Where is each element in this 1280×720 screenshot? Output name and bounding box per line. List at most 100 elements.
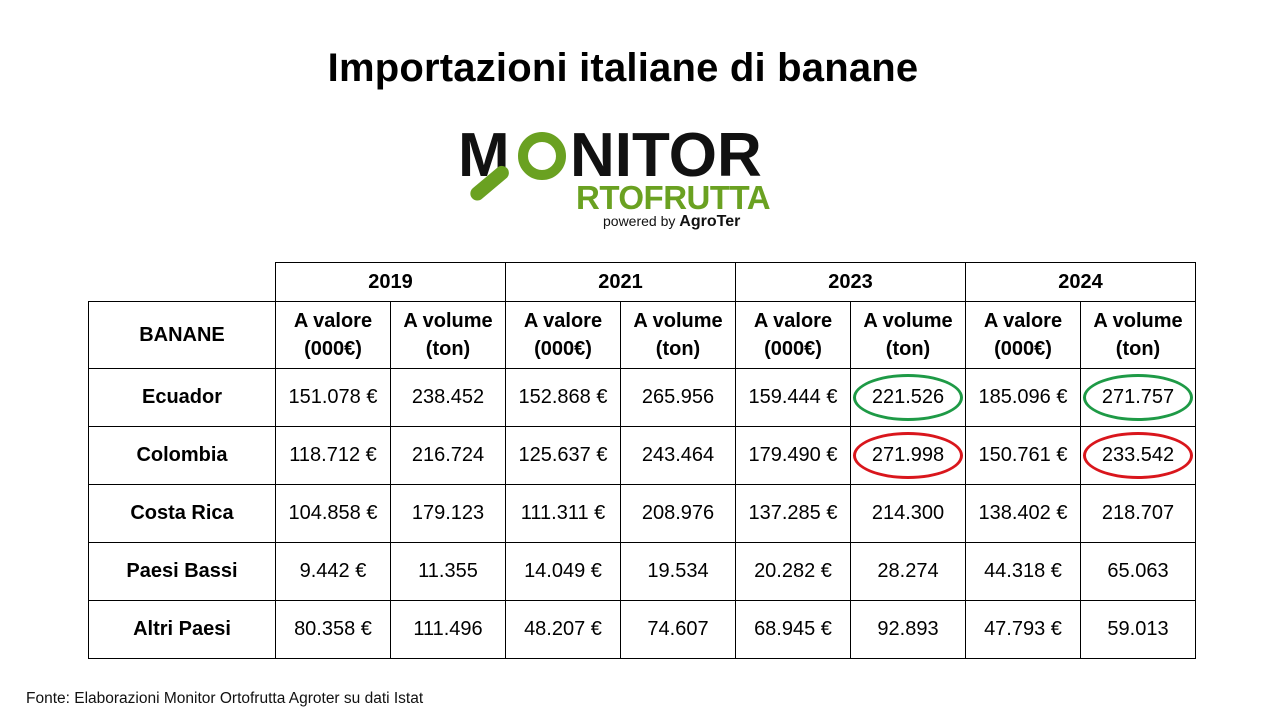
cell-text: 271.757 bbox=[1101, 386, 1175, 408]
value-cell: 118.712 € bbox=[275, 426, 391, 485]
volume-cell: 271.757 bbox=[1080, 368, 1196, 427]
cell-text: 138.402 € bbox=[978, 502, 1068, 524]
table-row: Ecuador 151.078 € 238.452 152.868 € 265.956 1… bbox=[88, 368, 1196, 427]
subheader-line: A volume bbox=[633, 310, 723, 332]
cell-text: 111.311 € bbox=[520, 502, 606, 524]
value-cell: 47.793 € bbox=[965, 600, 1081, 659]
cell-text: 137.285 € bbox=[748, 502, 838, 524]
value-cell: 44.318 € bbox=[965, 542, 1081, 601]
year-header: 2024 bbox=[965, 262, 1196, 302]
volume-cell: 179.123 bbox=[390, 484, 506, 543]
country-cell: Colombia bbox=[88, 426, 276, 485]
country-cell: Paesi Bassi bbox=[88, 542, 276, 601]
volume-cell: 216.724 bbox=[390, 426, 506, 485]
cell-text: 11.355 bbox=[418, 560, 478, 582]
table-row: Costa Rica 104.858 € 179.123 111.311 € 208.9… bbox=[88, 484, 1196, 543]
cell-text: 238.452 bbox=[411, 386, 485, 408]
value-cell: 68.945 € bbox=[735, 600, 851, 659]
value-cell: 159.444 € bbox=[735, 368, 851, 427]
volume-cell: 11.355 bbox=[390, 542, 506, 601]
cell-text: 150.761 € bbox=[978, 444, 1068, 466]
cell-text: 65.063 bbox=[1107, 560, 1169, 582]
subheader-line: (ton) bbox=[655, 338, 701, 360]
logo-line1-text: NITOR bbox=[570, 121, 762, 190]
cell-text: 104.858 € bbox=[288, 502, 378, 524]
banana-imports-table: 2019 2021 2023 2024 BANANE A valore (000€) A … bbox=[88, 262, 1196, 659]
value-cell: 80.358 € bbox=[275, 600, 391, 659]
cell-text: 208.976 bbox=[641, 502, 715, 524]
volume-cell: 111.496 bbox=[390, 600, 506, 659]
cell-text: 233.542 bbox=[1101, 444, 1175, 466]
cell-text: 216.724 bbox=[411, 444, 485, 466]
cell-text: 118.712 € bbox=[289, 444, 377, 466]
subheader-line: A valore bbox=[293, 310, 373, 332]
cell-text: 28.274 bbox=[877, 560, 939, 582]
agroter-brand: AgroTer bbox=[679, 213, 741, 230]
volume-subheader: A volume (ton) bbox=[850, 301, 966, 369]
cell-text: 271.998 bbox=[871, 444, 945, 466]
cell-text: 47.793 € bbox=[984, 618, 1062, 640]
volume-cell: 59.013 bbox=[1080, 600, 1196, 659]
volume-subheader: A volume (ton) bbox=[1080, 301, 1196, 369]
subheader-line: (ton) bbox=[885, 338, 931, 360]
value-cell: 138.402 € bbox=[965, 484, 1081, 543]
corner-label: BANANE bbox=[88, 301, 276, 369]
year-header: 2021 bbox=[505, 262, 736, 302]
cell-text: 151.078 € bbox=[288, 386, 378, 408]
table-row: Altri Paesi 80.358 € 111.496 48.207 € 74.607… bbox=[88, 600, 1196, 659]
cell-text: 9.442 € bbox=[299, 560, 367, 582]
subheader-line: A volume bbox=[403, 310, 493, 332]
volume-cell: 221.526 bbox=[850, 368, 966, 427]
subheader-line: (ton) bbox=[1115, 338, 1161, 360]
volume-cell: 238.452 bbox=[390, 368, 506, 427]
value-cell: 9.442 € bbox=[275, 542, 391, 601]
volume-cell: 233.542 bbox=[1080, 426, 1196, 485]
volume-cell: 19.534 bbox=[620, 542, 736, 601]
country-cell: Ecuador bbox=[88, 368, 276, 427]
table-row: Paesi Bassi 9.442 € 11.355 14.049 € 19.534 20… bbox=[88, 542, 1196, 601]
volume-cell: 265.956 bbox=[620, 368, 736, 427]
powered-by-label: powered by bbox=[603, 213, 676, 229]
volume-cell: 208.976 bbox=[620, 484, 736, 543]
table-row: Colombia 118.712 € 216.724 125.637 € 243.464… bbox=[88, 426, 1196, 485]
cell-text: 92.893 bbox=[877, 618, 939, 640]
value-subheader: A valore (000€) bbox=[275, 301, 391, 369]
cell-text: 111.496 bbox=[413, 618, 483, 640]
value-subheader: A valore (000€) bbox=[505, 301, 621, 369]
value-cell: 185.096 € bbox=[965, 368, 1081, 427]
source-note: Fonte: Elaborazioni Monitor Ortofrutta A… bbox=[26, 690, 424, 707]
subheader-line: (000€) bbox=[764, 338, 822, 360]
cell-text: 19.534 bbox=[647, 560, 709, 582]
country-cell: Altri Paesi bbox=[88, 600, 276, 659]
volume-cell: 65.063 bbox=[1080, 542, 1196, 601]
cell-text: 48.207 € bbox=[524, 618, 602, 640]
subheader-line: A valore bbox=[983, 310, 1063, 332]
volume-cell: 74.607 bbox=[620, 600, 736, 659]
cell-text: 74.607 bbox=[647, 618, 709, 640]
cell-text: 218.707 bbox=[1101, 502, 1175, 524]
logo-powered-by: powered by AgroTer bbox=[603, 213, 740, 231]
value-cell: 179.490 € bbox=[735, 426, 851, 485]
cell-text: 214.300 bbox=[871, 502, 945, 524]
volume-cell: 218.707 bbox=[1080, 484, 1196, 543]
volume-cell: 28.274 bbox=[850, 542, 966, 601]
value-cell: 150.761 € bbox=[965, 426, 1081, 485]
value-cell: 152.868 € bbox=[505, 368, 621, 427]
logo-line2-text: RTOFRUTTA bbox=[576, 179, 771, 216]
page-title: Importazioni italiane di banane bbox=[327, 46, 919, 90]
subheader-line: A volume bbox=[1093, 310, 1183, 332]
value-cell: 151.078 € bbox=[275, 368, 391, 427]
country-cell: Costa Rica bbox=[88, 484, 276, 543]
value-subheader: A valore (000€) bbox=[735, 301, 851, 369]
cell-text: 59.013 bbox=[1107, 618, 1169, 640]
volume-cell: 92.893 bbox=[850, 600, 966, 659]
volume-cell: 214.300 bbox=[850, 484, 966, 543]
cell-text: 221.526 bbox=[871, 386, 945, 408]
subheader-line: (ton) bbox=[425, 338, 471, 360]
cell-text: 265.956 bbox=[641, 386, 715, 408]
magnifier-icon bbox=[518, 132, 566, 180]
cell-text: 179.490 € bbox=[748, 444, 838, 466]
cell-text: 80.358 € bbox=[294, 618, 372, 640]
value-cell: 104.858 € bbox=[275, 484, 391, 543]
cell-text: 185.096 € bbox=[978, 386, 1068, 408]
